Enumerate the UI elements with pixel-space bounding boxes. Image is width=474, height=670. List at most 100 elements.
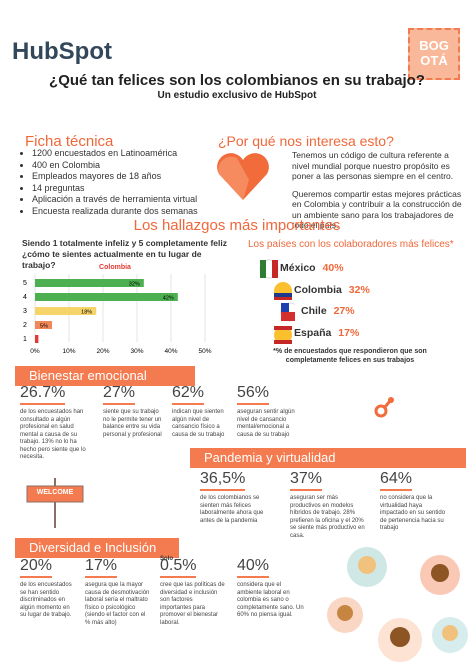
sign-text: WELCOME: [36, 489, 74, 496]
country-name: Chile: [301, 305, 327, 317]
stat: 37% aseguran ser más productivos en model…: [290, 470, 365, 540]
stat-value: 56%: [237, 384, 270, 405]
country-value: 27%: [333, 305, 355, 317]
bar: [35, 279, 144, 287]
y-tick-label: 1: [23, 336, 27, 343]
data-label: 18%: [81, 310, 92, 316]
prefix: Solo: [160, 556, 173, 562]
bar: [35, 321, 52, 329]
stamp: BOG OTÁ: [408, 28, 460, 80]
stat-text: aseguran ser más productivos en modelos …: [290, 495, 365, 539]
flag: [274, 282, 292, 300]
stat-text: de los encuestados han consultado a algú…: [20, 409, 86, 460]
list-item: Aplicación a través de herramienta virtu…: [32, 194, 198, 206]
country-row: España 17%: [294, 327, 370, 349]
x-tick-label: 0%: [30, 348, 40, 355]
data-label: 42%: [163, 296, 174, 302]
y-tick-label: 2: [23, 322, 27, 329]
stat: 64% no considera que la virtualidad haya …: [380, 470, 450, 533]
people-illustration: [327, 547, 468, 662]
country-name: Colombia: [294, 283, 342, 296]
why-text: Tenemos un código de cultura referente a…: [292, 150, 464, 231]
stamp-line: BOG: [419, 38, 449, 53]
footnote: *% de encuestados que respondieron que s…: [273, 348, 427, 364]
stat: 40% considera que el ambiente laboral en …: [237, 557, 307, 620]
x-tick-label: 30%: [130, 348, 143, 355]
section-banner: Bienestar emocional: [15, 366, 195, 386]
title: ¿Qué tan felices son los colombianos en …: [49, 72, 425, 89]
stat: 56% aseguran sentir algún nivel de cansan…: [237, 384, 299, 439]
country-value: 40%: [322, 262, 344, 274]
stat-text: indican que sienten algún nivel de cansa…: [172, 409, 225, 438]
subtitle: Un estudio exclusivo de HubSpot: [157, 90, 317, 101]
question: Siendo 1 totalmente infeliz y 5 completa…: [22, 238, 227, 270]
list-item: Encuesta realizada durante dos semanas: [32, 206, 198, 218]
logo: HubSpot: [12, 38, 112, 65]
heading: Ficha técnica: [25, 133, 114, 150]
data-label: 32%: [129, 282, 140, 288]
list-item: Empleados mayores de 18 años: [32, 171, 198, 183]
stat-text: siente que su trabajo no le permite tene…: [103, 409, 162, 438]
chart-title: Colombia: [99, 264, 131, 271]
bar: [35, 293, 178, 301]
flag: [259, 259, 279, 279]
data-label: 5%: [40, 324, 48, 330]
stat-value: 20%: [20, 557, 53, 578]
list-item: 14 preguntas: [32, 183, 198, 195]
stat-text: cree que las políticas de diversidad e i…: [160, 582, 225, 626]
stat-text: no considera que la virtualidad haya imp…: [380, 495, 446, 531]
stat-text: de los encuestados se han sentido discri…: [20, 582, 72, 618]
stat-value: 0.5%: [160, 557, 197, 578]
hubspot-icon: [374, 397, 394, 418]
x-tick-label: 50%: [198, 348, 211, 355]
heading: Los hallazgos más importantes: [133, 217, 341, 234]
stat: 20% de los encuestados se han sentido dis…: [20, 557, 75, 620]
stat-text: considera que el ambiente laboral en col…: [237, 582, 304, 618]
y-tick-label: 4: [23, 294, 27, 301]
stamp-line: OTÁ: [420, 53, 448, 68]
heart-icon: [217, 153, 269, 200]
flag: [274, 326, 292, 344]
country-name: México: [280, 262, 316, 274]
stat: 26.7% de los encuestados han consultado a…: [20, 384, 90, 462]
stat-value: 26.7%: [20, 384, 66, 405]
stat: 0.5% cree que las políticas de diversidad…: [160, 557, 225, 627]
stat-text: de los colombianos se sienten más felice…: [200, 495, 264, 524]
stat-value: 17%: [85, 557, 118, 578]
section-banner: Diversidad e Inclusión: [15, 538, 179, 558]
welcome-sign: [26, 478, 84, 528]
stat-value: 62%: [172, 384, 205, 405]
y-tick-label: 5: [23, 280, 27, 287]
country-value: 32%: [348, 283, 370, 296]
paragraph: Tenemos un código de cultura referente a…: [292, 150, 454, 181]
country-list: México 40% Colombia 32% Chile 27% España 17…: [280, 262, 370, 348]
bar: [35, 307, 97, 315]
stat: 62% indican que sienten algún nivel de ca…: [172, 384, 230, 439]
section-banner: Pandemia y virtualidad: [190, 448, 466, 468]
stat-value: 37%: [290, 470, 323, 491]
stat: 17% asegura que la mayor causa de desmoti…: [85, 557, 150, 627]
stat: 27% siente que su trabajo no le permite t…: [103, 384, 163, 439]
stat-text: asegura que la mayor causa de desmotivac…: [85, 582, 150, 626]
stat-value: 64%: [380, 470, 413, 491]
paragraph: Queremos compartir estas mejores práctic…: [292, 188, 462, 231]
stat: 36,5% de los colombianos se sienten más f…: [200, 470, 275, 525]
list: 1200 encuestados en Latinoamérica400 en …: [14, 148, 198, 217]
stat-text: aseguran sentir algún nivel de cansancio…: [237, 409, 295, 438]
heading: ¿Por qué nos interesa esto?: [218, 133, 394, 149]
stat-value: 36,5%: [200, 470, 246, 491]
heading: Los países con los colaboradores más fel…: [248, 239, 454, 250]
country-value: 17%: [338, 326, 360, 339]
flags: [259, 259, 295, 344]
list-item: 400 en Colombia: [32, 160, 198, 172]
country-name: España: [294, 326, 332, 339]
x-tick-label: 10%: [62, 348, 75, 355]
country-row: Chile 27%: [301, 305, 370, 327]
y-tick-label: 3: [23, 308, 27, 315]
list-item: 1200 encuestados en Latinoamérica: [32, 148, 198, 160]
bar-chart: Colombia 0% 10% 20% 30% 40% 50% 5 32% 4 42% 3 18% 2 5%…: [23, 264, 212, 355]
stat-value: 40%: [237, 557, 270, 578]
stat-value: 27%: [103, 384, 136, 405]
x-tick-label: 40%: [164, 348, 177, 355]
